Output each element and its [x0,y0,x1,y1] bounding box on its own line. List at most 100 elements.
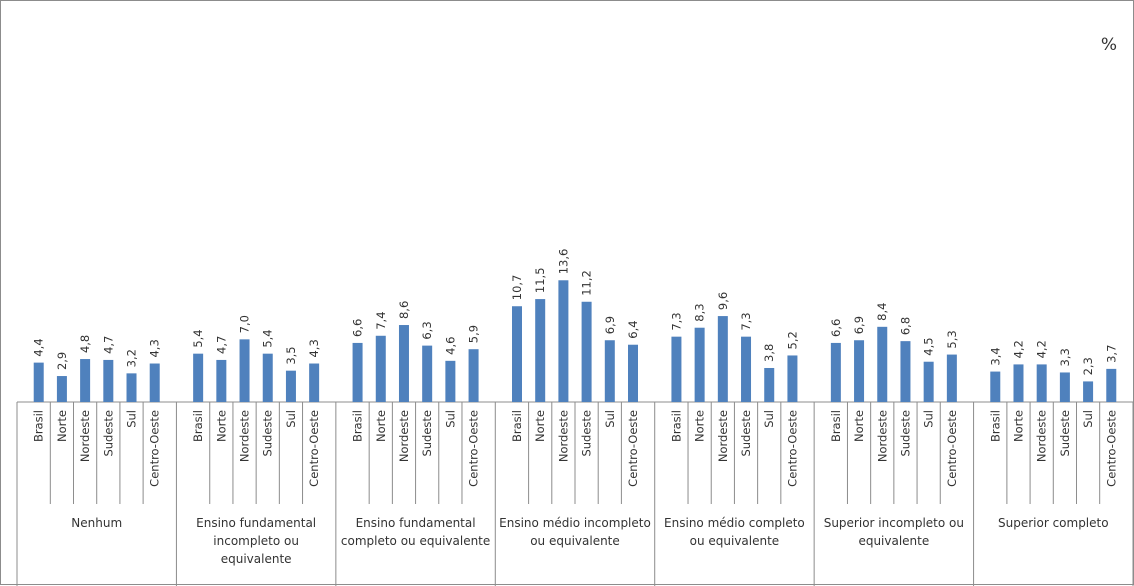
bar [445,360,456,402]
data-label: 8,3 [693,303,707,321]
data-label: 8,6 [397,301,411,319]
data-label: 8,4 [875,303,889,321]
data-label: 4,4 [32,338,46,356]
data-label: 7,3 [669,312,683,330]
bar [262,353,273,402]
category-label: equivalente [858,534,929,548]
region-tick-label: Centro-Oeste [626,410,640,487]
data-label: 9,6 [716,292,730,310]
data-label: 4,3 [148,339,162,357]
bar [103,359,114,402]
category-label: incompleto ou [213,534,299,548]
region-tick-label: Sudeste [101,410,115,457]
region-tick-label: Brasil [988,410,1002,442]
region-tick-label: Sudeste [580,410,594,457]
region-tick-label: Centro-Oeste [307,410,321,487]
region-tick-label: Sudeste [261,410,275,457]
bar [923,361,934,402]
category-label: Ensino fundamental [356,516,476,530]
region-tick-label: Norte [693,410,707,442]
category-label: completo ou equivalente [341,534,490,548]
region-tick-label: Brasil [669,410,683,442]
region-tick-label: Sul [284,410,298,428]
data-label: 5,3 [945,330,959,348]
region-tick-label: Centro-Oeste [148,410,162,487]
region-tick-label: Sudeste [898,410,912,457]
bar [1059,372,1070,402]
bar [671,336,682,402]
region-tick-label: Brasil [510,410,524,442]
bar [581,301,592,402]
region-tick-label: Nordeste [875,410,889,462]
bar [149,363,160,402]
data-label: 10,7 [510,275,524,301]
data-label: 13,6 [556,249,570,275]
region-tick-label: Sudeste [739,410,753,457]
data-label: 11,5 [533,267,547,293]
bar [900,341,911,402]
data-label: 5,2 [785,331,799,349]
bar [535,299,546,402]
data-label: 3,7 [1104,345,1118,363]
bar [468,349,479,402]
region-tick-label: Nordeste [78,410,92,462]
region-tick-label: Norte [533,410,547,442]
region-tick-label: Centro-Oeste [1104,410,1118,487]
region-tick-label: Sul [125,410,139,428]
bar [1036,364,1047,402]
data-label: 4,6 [443,337,457,355]
category-label: Superior incompleto ou [824,516,964,530]
data-label: 4,2 [1011,340,1025,358]
bar [694,327,705,402]
bar [56,376,67,402]
region-tick-label: Sul [1081,410,1095,428]
data-label: 3,4 [988,347,1002,365]
data-label: 6,3 [420,321,434,339]
category-label: Superior completo [998,516,1109,530]
data-label: 4,2 [1035,340,1049,358]
data-label: 5,4 [191,329,205,347]
data-label: 7,3 [739,312,753,330]
data-label: 6,9 [603,316,617,334]
bar [239,339,250,402]
data-label: 6,8 [898,317,912,335]
bar [787,355,798,402]
bar [1106,368,1117,402]
region-tick-label: Nordeste [238,410,252,462]
region-tick-label: Brasil [829,410,843,442]
bar [604,340,615,402]
data-label: 2,9 [55,352,69,370]
bar [398,325,409,402]
bar [854,340,865,402]
region-tick-label: Nordeste [397,410,411,462]
region-tick-label: Centro-Oeste [945,410,959,487]
bar [216,359,227,402]
category-label: ou equivalente [530,534,620,548]
bar [33,362,44,402]
bar [990,371,1001,402]
bar [375,335,386,402]
bar [193,353,204,402]
category-label: Ensino médio completo [664,516,805,530]
data-label: 6,9 [852,316,866,334]
category-label: ou equivalente [690,534,780,548]
bar [285,370,296,402]
region-tick-label: Nordeste [716,410,730,462]
data-label: 3,8 [762,344,776,362]
bar [352,342,363,402]
data-label: 4,7 [214,336,228,354]
bar [764,367,775,402]
bar [830,342,841,402]
category-label: equivalente [221,552,292,566]
data-label: 5,4 [261,329,275,347]
region-tick-label: Sul [922,410,936,428]
bar [80,359,91,402]
data-label: 4,8 [78,335,92,353]
bar [1083,381,1094,402]
region-tick-label: Nordeste [556,410,570,462]
data-label: 3,2 [125,349,139,367]
region-tick-label: Norte [55,410,69,442]
region-tick-label: Sul [443,410,457,428]
